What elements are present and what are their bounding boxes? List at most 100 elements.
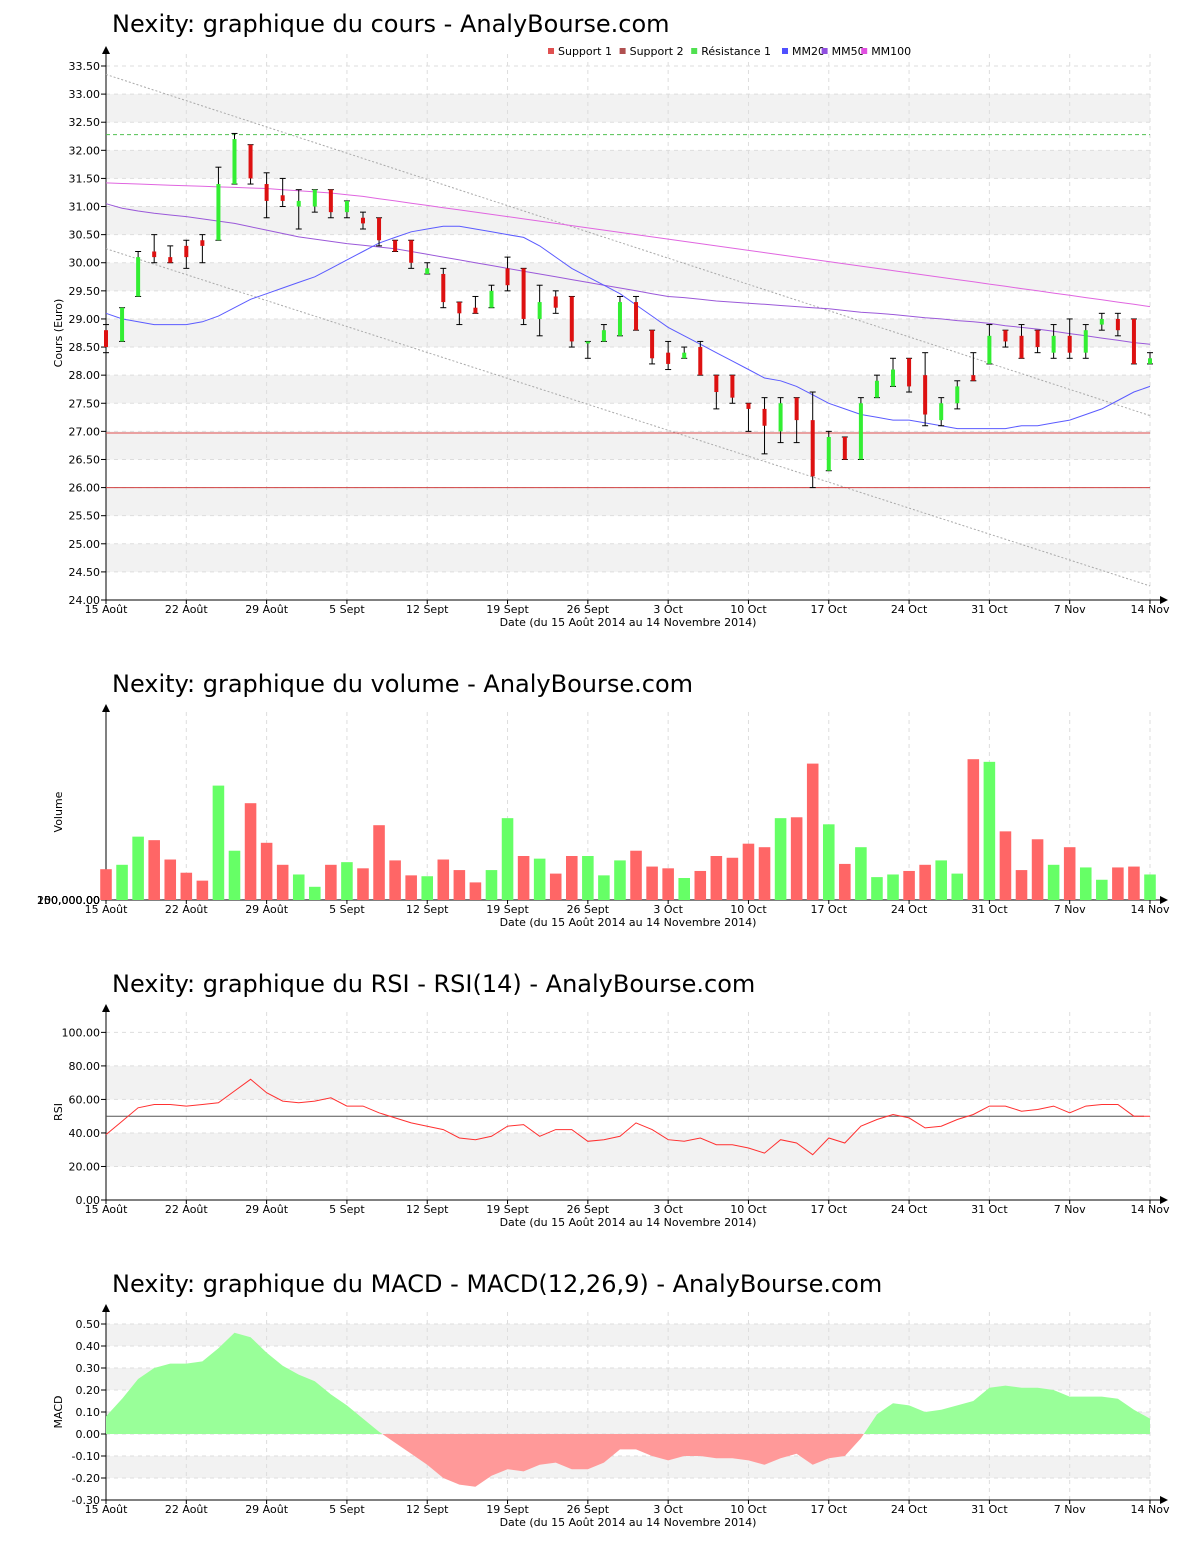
x-tick-label: 29 Août [245,603,289,616]
candle-body [698,347,703,376]
y-tick-label: 32.00 [69,144,101,157]
candle-body [409,240,414,263]
x-axis-arrow [1160,896,1168,904]
candle-body [1019,335,1024,359]
volume-bar [100,869,112,900]
candle-body [232,139,237,185]
x-tick-label: 3 Oct [653,903,683,916]
y-axis-label: Cours (Euro) [52,299,65,368]
legend-swatch [619,48,626,54]
candle-body [168,257,173,263]
candle-body [826,436,831,471]
candle-body [344,200,349,213]
volume-bar [630,850,642,900]
grid-band [106,262,1150,291]
candle-body [569,296,574,342]
x-tick-label: 26 Sept [567,1503,610,1516]
legend-label: Support 2 [630,45,684,58]
candle-body [730,375,735,398]
y-tick-label: 33.00 [69,88,101,101]
mm20-line [105,225,1151,430]
volume-bar [212,785,225,900]
volume-bar [742,843,755,900]
legend-swatch [691,48,698,54]
y-tick-label: 28.00 [69,369,101,382]
y-tick-label: 200,000.00 [37,894,100,907]
candle-body [1099,318,1104,325]
volume-bar [614,860,626,900]
candle-body [634,302,639,331]
y-tick-label: 80.00 [69,1060,101,1073]
volume-bar [325,864,337,900]
candle-body [377,217,382,241]
volume-bar [678,878,690,900]
candle-body [425,268,430,274]
x-axis-arrow [1160,1496,1168,1504]
x-tick-label: 5 Sept [329,903,365,916]
x-tick-label: 19 Sept [486,1503,529,1516]
volume-bar [822,824,835,900]
volume-bar [132,836,144,900]
x-tick-label: 26 Sept [567,1203,610,1216]
volume-bar [469,882,482,900]
x-tick-label: 24 Oct [891,1503,928,1516]
x-tick-label: 14 Nov [1131,1503,1170,1516]
candle-body [152,251,157,258]
y-tick-label: 50,000.00 [44,894,100,907]
volume-bar [710,856,723,900]
legend-label: MM50 [832,45,865,58]
legend-label: MM20 [792,45,825,58]
candle-body [1003,330,1008,342]
x-axis-arrow [1160,1196,1168,1204]
volume-bar [453,870,466,900]
volume-bar [951,873,964,900]
y-tick-label: 32.50 [69,116,101,129]
y-tick-label: 25.00 [69,538,101,551]
x-tick-label: 5 Sept [329,603,365,616]
x-tick-label: 31 Oct [971,1503,1008,1516]
volume-bar [533,858,546,900]
chart-title: Nexity: graphique du volume - AnalyBours… [112,670,694,698]
grid-band [106,431,1150,460]
mm50-line [105,203,1151,345]
volume-bar [839,863,851,900]
candle-body [762,408,767,426]
candle-body [650,330,655,359]
x-tick-label: 14 Nov [1131,1203,1170,1216]
x-tick-label: 10 Oct [730,603,767,616]
volume-bar [806,763,819,900]
legend-label: Support 1 [558,45,612,58]
volume-bar [228,850,241,900]
candle-body [280,195,285,201]
candle-body [312,189,317,207]
y-tick-label: 30.00 [69,257,101,270]
rsi-chart-panel: Nexity: graphique du RSI - RSI(14) - Ana… [0,960,1200,1240]
volume-bar [357,868,369,900]
volume-bar [485,870,498,900]
x-tick-label: 14 Nov [1131,603,1170,616]
candle-body [617,302,622,336]
candle-body [682,352,687,359]
y-tick-label: 0.00 [76,1428,101,1441]
y-tick-label: 30.50 [69,229,101,242]
volume-bar [694,870,707,900]
grid-band [106,1132,1150,1167]
grid-band [106,1456,1150,1478]
volume-bar [887,874,899,900]
y-tick-label: -0.30 [72,1494,100,1507]
grid-band [106,487,1150,516]
x-tick-label: 31 Oct [971,1203,1008,1216]
candle-body [521,268,526,319]
volume-bar [919,864,931,900]
y-tick-label: 0.00 [76,894,101,907]
y-tick-label: 28.50 [69,341,101,354]
y-tick-label: 26.50 [69,453,101,466]
candle-body [441,273,446,303]
chart-title: Nexity: graphique du MACD - MACD(12,26,9… [112,1270,883,1298]
candle-body [248,144,253,179]
y-tick-label: 31.00 [69,201,101,214]
volume-bar [935,860,947,900]
macd-negative-area [382,1434,864,1487]
volume-bar [309,886,321,900]
volume-bar [967,759,980,900]
